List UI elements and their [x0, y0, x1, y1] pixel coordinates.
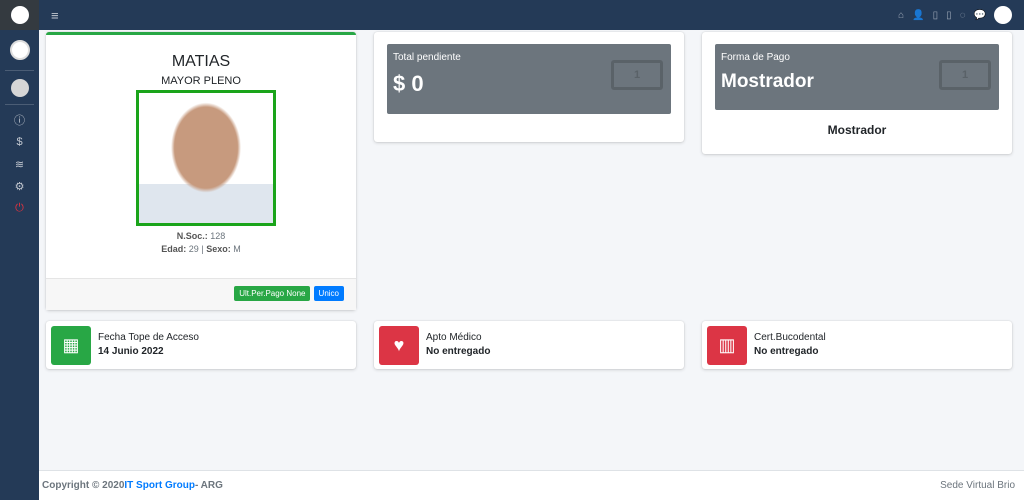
member-name: MATIAS — [171, 53, 231, 70]
site-name: Sede Virtual Brio — [940, 480, 1015, 491]
info-value: No entregado — [754, 346, 819, 357]
info-title: Cert.Bucodental — [754, 332, 826, 343]
member-category: MAYOR PLENO — [161, 75, 241, 87]
nsoc-value: 128 — [210, 231, 226, 241]
medical-box: ♥ Apto Médico No entregado — [374, 321, 684, 369]
app-logo[interactable] — [10, 6, 29, 24]
club-logo-avatar[interactable] — [994, 6, 1012, 24]
layers-icon: ≋ — [14, 158, 25, 171]
user-icon[interactable]: 👤 — [912, 9, 925, 21]
access-date-box: ▦ Fecha Tope de Acceso 14 Junio 2022 — [46, 321, 356, 369]
money-bill-icon: 1 — [611, 60, 663, 90]
topbar: ≡ ⌂ 👤 ▯ ▯ ◌ 💬 — [39, 0, 1024, 30]
info-title: Apto Médico — [426, 332, 482, 343]
home-icon[interactable]: ⌂ — [898, 9, 905, 21]
sidebar-item-logout[interactable]: ⏻ — [0, 197, 39, 219]
info-value: 14 Junio 2022 — [98, 346, 164, 357]
menu-toggle-icon[interactable]: ≡ — [51, 7, 59, 23]
document-icon[interactable]: ▯ — [932, 9, 939, 21]
total-value: $ 0 — [393, 71, 424, 96]
sidebar-item-layers[interactable]: ≋ — [0, 153, 39, 175]
payment-method-card: Forma de Pago Mostrador 1 Mostrador — [702, 32, 1012, 154]
total-label: Total pendiente — [393, 52, 461, 63]
dollar-icon: $ — [16, 136, 23, 148]
sidebar-item-settings[interactable]: ⚙ — [0, 175, 39, 197]
copyright: Copyright © 2020 — [42, 480, 125, 491]
power-icon: ⏻ — [15, 201, 24, 214]
info-value: No entregado — [426, 346, 491, 357]
whatsapp-icon[interactable]: ◌ — [959, 9, 966, 21]
payment-label: Forma de Pago — [721, 52, 790, 63]
calendar-icon: ▦ — [51, 326, 91, 365]
sexo-value: M — [233, 244, 241, 254]
payment-value: Mostrador — [721, 71, 814, 92]
info-title: Fecha Tope de Acceso — [98, 332, 199, 343]
member-photo — [136, 90, 276, 226]
info-icon: ⓘ — [14, 115, 25, 127]
separator: | — [201, 244, 204, 254]
brand-link[interactable]: IT Sport Group — [124, 480, 195, 491]
user-avatar[interactable] — [10, 78, 29, 97]
cogs-icon: ⚙ — [14, 180, 25, 193]
money-bill-icon: 1 — [939, 60, 991, 90]
edad-label: Edad: — [161, 244, 187, 254]
total-pending-box: Total pendiente $ 0 1 — [387, 44, 671, 114]
total-card: Total pendiente $ 0 1 — [374, 32, 684, 142]
last-payment-button[interactable]: Ult.Per.Pago None — [234, 286, 311, 301]
edad-value: 29 — [188, 244, 199, 254]
footer: Copyright © 2020 IT Sport Group - ARG Se… — [39, 470, 1024, 500]
nsoc-label: N.Soc.: — [176, 231, 208, 241]
file-icon[interactable]: ▯ — [946, 9, 952, 21]
profile-card: MATIAS MAYOR PLENO N.Soc.: 128 Edad: 29 … — [46, 32, 356, 310]
sidebar: ⓘ $ ≋ ⚙ ⏻ — [0, 0, 39, 500]
plan-button[interactable]: Unico — [313, 286, 344, 301]
payment-method-text: Mostrador — [827, 123, 887, 137]
copyright-suffix: - ARG — [194, 480, 223, 491]
sexo-label: Sexo: — [206, 244, 231, 254]
teeth-icon: ▥ — [707, 326, 747, 365]
dental-box: ▥ Cert.Bucodental No entregado — [702, 321, 1012, 369]
sidebar-item-payments[interactable]: $ — [0, 131, 39, 153]
chat-icon[interactable]: 💬 — [973, 9, 986, 21]
payment-method-box: Forma de Pago Mostrador 1 — [715, 44, 999, 110]
sidebar-item-info[interactable]: ⓘ — [0, 109, 39, 131]
heart-pulse-icon: ♥ — [379, 326, 419, 365]
club-logo — [9, 40, 30, 60]
